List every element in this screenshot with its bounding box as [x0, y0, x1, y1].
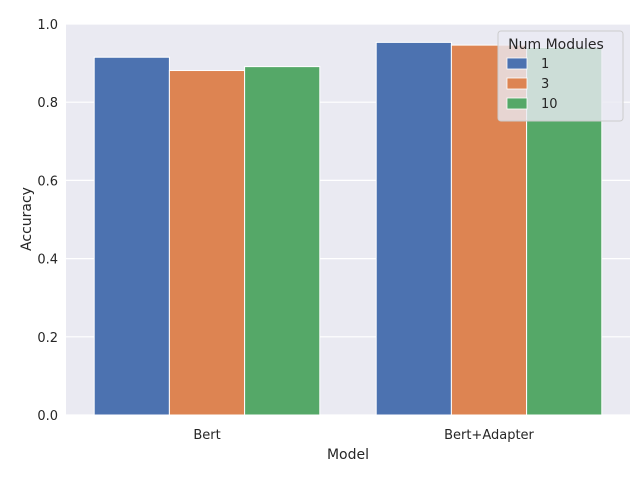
bar-bert-adapter-modules-1 — [375, 41, 452, 416]
legend-swatch — [506, 77, 528, 90]
y-tick-label: 1.0 — [37, 18, 58, 33]
x-axis-ticks: Bert Bert+Adapter — [193, 428, 534, 443]
bar-bert-modules-10 — [244, 66, 321, 416]
legend-title: Num Modules — [508, 37, 604, 53]
y-tick-label: 0.6 — [37, 174, 58, 189]
y-axis-ticks: 0.0 0.2 0.4 0.6 0.8 1.0 — [37, 18, 58, 424]
legend: Num Modules 1 3 10 — [497, 30, 624, 122]
bars — [93, 41, 603, 416]
bar-bert-modules-3 — [168, 70, 246, 416]
bar-bert-modules-1 — [93, 56, 170, 416]
y-tick-label: 0.2 — [37, 331, 58, 346]
y-tick-label: 0.8 — [37, 96, 58, 111]
legend-entry-label: 1 — [541, 57, 549, 72]
x-tick-label: Bert — [193, 428, 220, 443]
legend-box — [497, 30, 624, 122]
y-tick-label: 0.0 — [37, 409, 58, 424]
legend-swatch — [506, 97, 528, 110]
legend-entry-label: 3 — [541, 77, 549, 92]
x-axis-label: Model — [327, 447, 369, 463]
legend-entry-label: 10 — [541, 97, 558, 112]
y-tick-label: 0.4 — [37, 253, 58, 268]
y-axis-label: Accuracy — [19, 187, 35, 251]
legend-swatch — [506, 57, 528, 70]
x-tick-label: Bert+Adapter — [444, 428, 534, 443]
